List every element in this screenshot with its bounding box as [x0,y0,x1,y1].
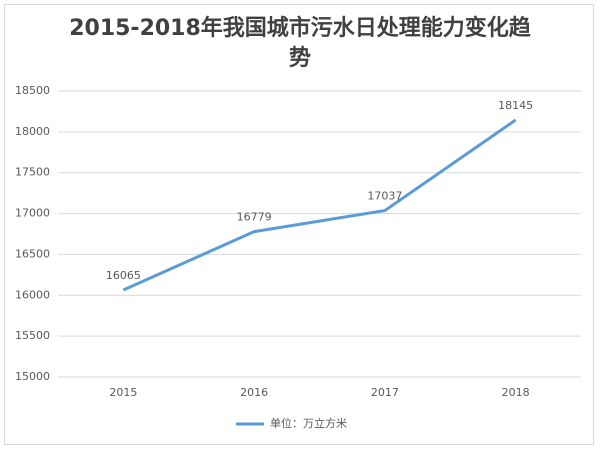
data-label: 16065 [106,269,141,282]
x-tick-label: 2018 [502,386,530,399]
data-label: 18145 [498,99,533,112]
x-tick-label: 2016 [240,386,268,399]
legend-label: 单位：万立方米 [270,416,347,430]
y-tick-label: 15000 [15,370,50,383]
y-tick-label: 16500 [15,247,50,260]
data-line [122,118,517,292]
chart-border [4,4,594,445]
y-tick-label: 18000 [15,125,50,138]
x-tick-label: 2017 [371,386,399,399]
y-tick-label: 15500 [15,329,50,342]
chart-title: 2015-2018年我国城市污水日处理能力变化趋势 [69,16,531,71]
y-tick-label: 17500 [15,166,50,179]
y-tick-label: 16000 [15,288,50,301]
data-label: 16779 [237,211,272,224]
y-tick-label: 17000 [15,207,50,220]
data-label: 17037 [367,190,402,203]
y-tick-label: 18500 [15,84,50,97]
x-tick-label: 2015 [109,386,137,399]
